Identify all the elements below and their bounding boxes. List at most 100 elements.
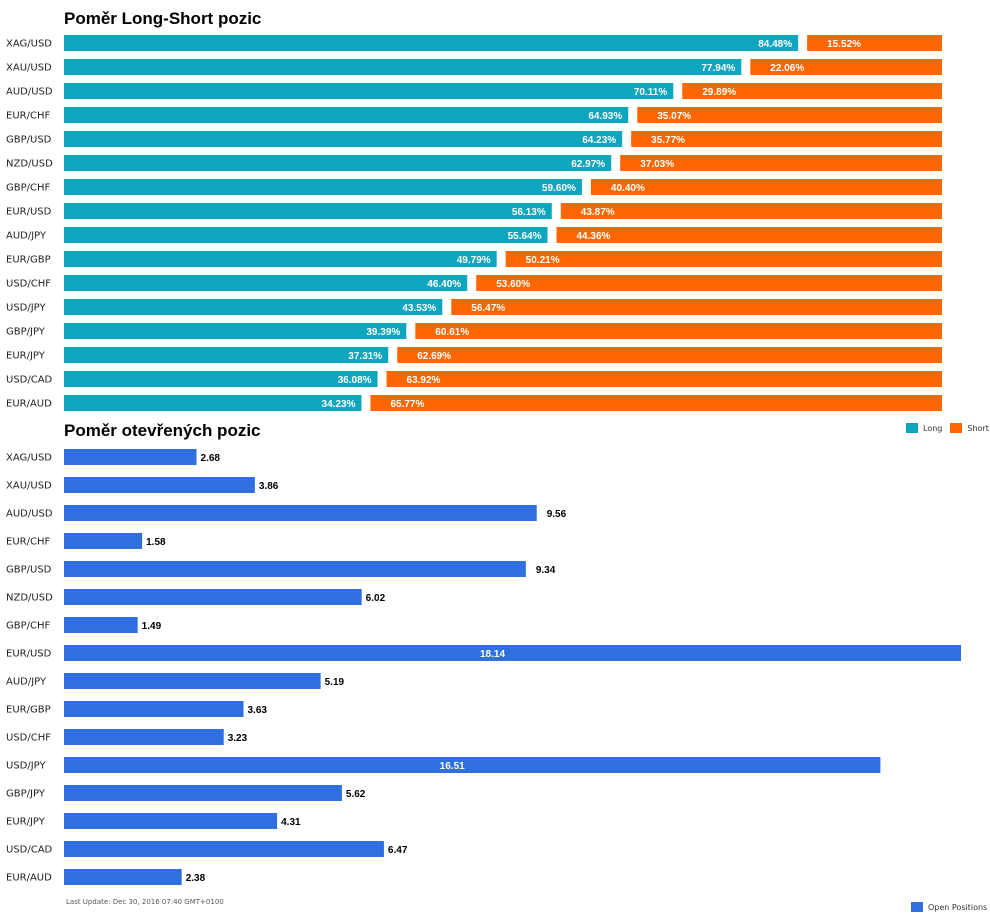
category-label: USD/JPY — [6, 303, 46, 314]
open-positions-bar — [64, 785, 342, 801]
long-data-label: 39.39% — [366, 327, 400, 338]
open-positions-data-label: 5.62 — [346, 789, 366, 800]
open-positions-bar — [64, 813, 278, 829]
open-positions-bar — [64, 645, 961, 661]
category-label: NZD/USD — [6, 593, 53, 604]
short-data-label: 15.52% — [827, 39, 861, 50]
short-data-label: 22.06% — [770, 63, 804, 74]
open-positions-data-label: 3.23 — [228, 733, 248, 744]
short-bar — [397, 347, 943, 363]
open-positions-bar — [64, 533, 143, 549]
long-bar — [64, 275, 468, 291]
category-label: GBP/USD — [6, 565, 52, 576]
short-data-label: 40.40% — [611, 183, 645, 194]
category-label: EUR/GBP — [6, 705, 51, 716]
category-label: XAG/USD — [6, 39, 52, 50]
legend-label-short: Short — [967, 423, 989, 433]
category-label: XAG/USD — [6, 453, 52, 464]
short-data-label: 37.03% — [640, 159, 674, 170]
long-data-label: 77.94% — [701, 63, 735, 74]
category-label: EUR/GBP — [6, 255, 51, 266]
open-positions-bar — [64, 617, 138, 633]
open-positions-bar — [64, 701, 244, 717]
short-bar — [451, 299, 942, 315]
long-bar — [64, 59, 742, 75]
long-data-label: 46.40% — [427, 279, 461, 290]
short-bar — [590, 179, 942, 195]
short-data-label: 29.89% — [702, 87, 736, 98]
category-label: NZD/USD — [6, 159, 53, 170]
chart1-title: Poměr Long-Short pozic — [64, 9, 262, 28]
long-data-label: 36.08% — [338, 375, 372, 386]
category-label: EUR/CHF — [6, 111, 50, 122]
open-positions-data-label: 3.86 — [259, 481, 279, 492]
category-label: EUR/CHF — [6, 537, 50, 548]
long-data-label: 64.23% — [582, 135, 616, 146]
long-bar — [64, 299, 443, 315]
short-bar — [620, 155, 942, 171]
short-bar — [807, 35, 942, 51]
short-bar — [505, 251, 942, 267]
open-positions-data-label: 3.63 — [247, 705, 267, 716]
category-label: EUR/USD — [6, 207, 52, 218]
short-data-label: 53.60% — [496, 279, 530, 290]
long-data-label: 34.23% — [322, 399, 356, 410]
category-label: GBP/CHF — [6, 183, 51, 194]
open-positions-data-label: 6.02 — [366, 593, 386, 604]
short-bar — [637, 107, 942, 123]
category-label: AUD/USD — [6, 87, 53, 98]
long-data-label: 56.13% — [512, 207, 546, 218]
open-positions-data-label: 2.38 — [186, 873, 206, 884]
short-bar — [415, 323, 943, 339]
open-positions-data-label: 9.56 — [547, 509, 567, 520]
open-positions-bar — [64, 505, 537, 521]
open-positions-bar — [64, 589, 362, 605]
short-bar — [386, 371, 943, 387]
category-label: AUD/USD — [6, 509, 53, 520]
legend-label-open: Open Positions — [928, 902, 988, 912]
category-label: EUR/AUD — [6, 873, 52, 884]
category-label: USD/CHF — [6, 279, 51, 290]
long-data-label: 43.53% — [402, 303, 436, 314]
long-bar — [64, 395, 362, 411]
category-label: XAU/USD — [6, 63, 52, 74]
short-data-label: 35.77% — [651, 135, 685, 146]
category-label: GBP/JPY — [6, 789, 46, 800]
open-positions-data-label: 6.47 — [388, 845, 408, 856]
open-positions-bar — [64, 673, 321, 689]
legend-item-long[interactable]: Long — [906, 423, 942, 433]
long-short-chart: XAG/USD 84.48% 15.52% XAU/USD 77.94% 22.06% AU… — [6, 35, 943, 411]
short-data-label: 63.92% — [407, 375, 441, 386]
long-bar — [64, 83, 674, 99]
legend-item-short[interactable]: Short — [950, 423, 989, 433]
open-positions-data-label: 18.14 — [480, 649, 505, 660]
category-label: USD/CAD — [6, 845, 53, 856]
category-label: USD/CAD — [6, 375, 53, 386]
long-data-label: 84.48% — [758, 39, 792, 50]
category-label: AUD/JPY — [6, 231, 47, 242]
chart2-title: Poměr otevřených pozic — [64, 421, 261, 440]
legend-swatch-short — [950, 423, 963, 433]
open-positions-data-label: 2.68 — [201, 453, 221, 464]
category-label: EUR/JPY — [6, 351, 46, 362]
long-bar — [64, 35, 799, 51]
category-label: GBP/JPY — [6, 327, 46, 338]
category-label: USD/CHF — [6, 733, 51, 744]
long-bar — [64, 179, 582, 195]
long-bar — [64, 347, 389, 363]
short-bar — [750, 59, 942, 75]
long-bar — [64, 107, 629, 123]
category-label: EUR/AUD — [6, 399, 52, 410]
short-bar — [556, 227, 942, 243]
open-positions-data-label: 9.34 — [536, 565, 556, 576]
open-positions-bar — [64, 729, 224, 745]
open-positions-bar — [64, 869, 182, 885]
long-data-label: 37.31% — [348, 351, 382, 362]
chart2-legend[interactable]: Open Positions — [911, 902, 987, 912]
long-data-label: 70.11% — [634, 87, 667, 98]
open-positions-bar — [64, 841, 384, 857]
last-update-text: Last Update: Dec 30, 2016 07:40 GMT+0100 — [66, 898, 224, 906]
category-label: XAU/USD — [6, 481, 52, 492]
legend-label-long: Long — [923, 423, 943, 433]
